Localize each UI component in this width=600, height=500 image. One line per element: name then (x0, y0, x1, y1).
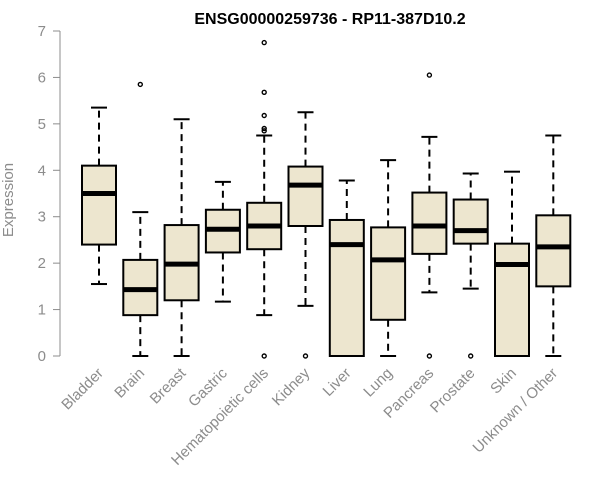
x-tick-label: Liver (320, 365, 355, 400)
box-hematopoietic-cells (246, 39, 283, 359)
x-tick-label: Brain (111, 365, 148, 402)
box-liver (328, 179, 365, 357)
y-axis: 0 1 2 3 4 5 6 7 (38, 23, 61, 365)
outlier-point (261, 89, 267, 95)
y-tick-label: 5 (38, 116, 46, 133)
box-lung (370, 159, 407, 357)
box-brain (122, 81, 159, 357)
box-kidney (287, 111, 324, 359)
x-tick-label: Prostate (427, 365, 479, 417)
iqr-box (452, 198, 489, 245)
x-tick-label: Kidney (269, 364, 314, 409)
outlier-point (261, 125, 267, 132)
box-skin (494, 170, 530, 357)
outlier-point (261, 112, 267, 119)
x-tick-label: Bladder (58, 365, 107, 414)
outlier-point (468, 353, 474, 359)
box-gastric (204, 180, 241, 303)
y-tick-label: 1 (38, 302, 46, 319)
box-bladder (81, 106, 117, 286)
outlier-point (261, 39, 267, 46)
box-pancreas (411, 72, 448, 359)
chart-title: ENSG00000259736 - RP11-387D10.2 (194, 11, 465, 28)
x-tick-label: Skin (487, 365, 520, 398)
outlier-point (302, 353, 309, 359)
outlier-point (137, 81, 144, 88)
iqr-box (328, 218, 365, 357)
iqr-box (81, 164, 117, 246)
y-axis-label: Expression (0, 163, 17, 237)
iqr-box (411, 191, 448, 255)
box-prostate (452, 172, 489, 359)
outlier-point (426, 353, 433, 359)
outlier-point (426, 72, 433, 78)
y-tick-label: 3 (38, 209, 46, 226)
box-unknown-other (535, 134, 572, 357)
iqr-box (287, 165, 324, 227)
boxes-group (81, 39, 572, 359)
y-tick-label: 2 (38, 255, 46, 272)
iqr-box (535, 214, 572, 288)
y-tick-label: 0 (38, 348, 46, 365)
iqr-box (370, 226, 407, 321)
box-breast (163, 118, 200, 357)
outlier-point (261, 353, 267, 359)
y-tick-label: 6 (38, 69, 46, 86)
outlier-point (261, 128, 267, 134)
y-tick-label: 7 (38, 23, 46, 40)
x-tick-label: Breast (147, 364, 190, 407)
iqr-box (494, 242, 530, 357)
y-tick-label: 4 (38, 162, 46, 179)
x-tick-label: Lung (360, 365, 396, 401)
